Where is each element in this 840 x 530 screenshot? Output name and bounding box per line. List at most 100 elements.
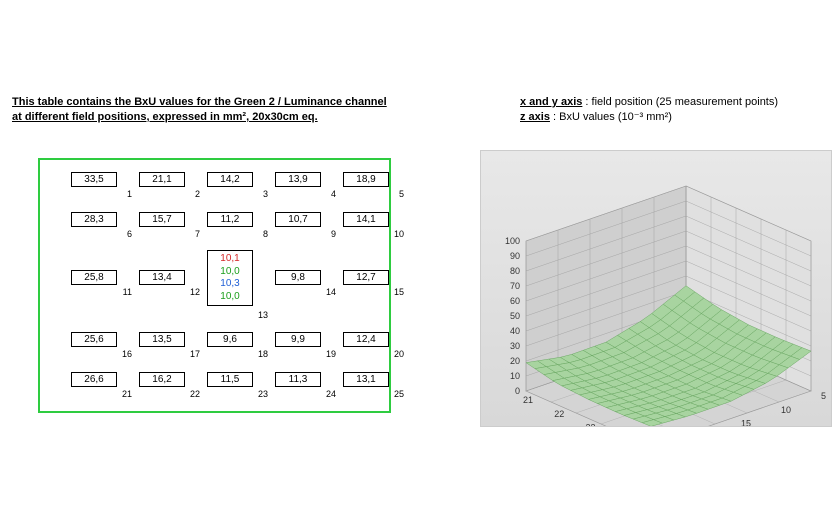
grid-cell-index: 24 bbox=[326, 389, 336, 399]
grid-center-cell: 10,110,010,310,013 bbox=[202, 250, 258, 306]
grid-cell-index: 2 bbox=[195, 189, 200, 199]
grid-cell-index: 19 bbox=[326, 349, 336, 359]
grid-cell-index: 3 bbox=[263, 189, 268, 199]
grid-cell: 12,715 bbox=[338, 270, 394, 285]
grid-cell-index: 13 bbox=[258, 310, 268, 320]
grid-cell-index: 23 bbox=[258, 389, 268, 399]
grid-cell: 33,51 bbox=[66, 172, 122, 187]
grid-cell-value: 9,8 bbox=[275, 270, 321, 285]
grid-cell-value: 13,9 bbox=[275, 172, 321, 187]
grid-cell-index: 16 bbox=[122, 349, 132, 359]
grid-cell-value: 33,5 bbox=[71, 172, 117, 187]
svg-text:20: 20 bbox=[510, 356, 520, 366]
grid-cell-value: 28,3 bbox=[71, 212, 117, 227]
grid-cell: 26,621 bbox=[66, 372, 122, 387]
bxu-values-grid: 33,5121,1214,2313,9418,9528,3615,7711,28… bbox=[38, 158, 391, 413]
grid-cell-value: 14,1 bbox=[343, 212, 389, 227]
grid-cell-index: 7 bbox=[195, 229, 200, 239]
svg-text:10: 10 bbox=[781, 405, 791, 415]
grid-cell: 28,36 bbox=[66, 212, 122, 227]
svg-text:10: 10 bbox=[510, 371, 520, 381]
grid-cell-value: 25,8 bbox=[71, 270, 117, 285]
grid-cell-index: 25 bbox=[394, 389, 404, 399]
grid-cell-index: 22 bbox=[190, 389, 200, 399]
svg-text:100: 100 bbox=[505, 236, 520, 246]
grid-cell: 9,919 bbox=[270, 332, 326, 347]
grid-cell-value: 26,6 bbox=[71, 372, 117, 387]
axis-description: x and y axis : field position (25 measur… bbox=[520, 95, 820, 126]
svg-text:80: 80 bbox=[510, 266, 520, 276]
grid-cell-value: 13,4 bbox=[139, 270, 185, 285]
grid-cell-index: 14 bbox=[326, 287, 336, 297]
grid-cell-value: 18,9 bbox=[343, 172, 389, 187]
grid-cell-index: 15 bbox=[394, 287, 404, 297]
grid-cell-index: 4 bbox=[331, 189, 336, 199]
svg-text:22: 22 bbox=[554, 409, 564, 419]
axis-xy-text: : field position (25 measurement points) bbox=[582, 96, 778, 108]
grid-center-values: 10,110,010,310,0 bbox=[207, 250, 253, 306]
grid-cell-index: 20 bbox=[394, 349, 404, 359]
grid-cell-value: 11,3 bbox=[275, 372, 321, 387]
grid-cell: 11,523 bbox=[202, 372, 258, 387]
grid-cell: 21,12 bbox=[134, 172, 190, 187]
svg-text:70: 70 bbox=[510, 281, 520, 291]
grid-cell: 18,95 bbox=[338, 172, 394, 187]
grid-cell-index: 18 bbox=[258, 349, 268, 359]
grid-cell: 25,616 bbox=[66, 332, 122, 347]
grid-cell-value: 10,7 bbox=[275, 212, 321, 227]
grid-cell-value: 12,7 bbox=[343, 270, 389, 285]
grid-cell: 16,222 bbox=[134, 372, 190, 387]
grid-cell: 11,324 bbox=[270, 372, 326, 387]
grid-cell-value: 21,1 bbox=[139, 172, 185, 187]
grid-cell-value: 9,6 bbox=[207, 332, 253, 347]
table-description-title: This table contains the BxU values for t… bbox=[12, 95, 392, 125]
grid-cell-value: 13,5 bbox=[139, 332, 185, 347]
grid-cell-index: 5 bbox=[399, 189, 404, 199]
grid-cell: 9,618 bbox=[202, 332, 258, 347]
grid-cell-value: 16,2 bbox=[139, 372, 185, 387]
grid-cell-value: 9,9 bbox=[275, 332, 321, 347]
grid-cell-index: 11 bbox=[123, 287, 132, 297]
grid-cell-value: 13,1 bbox=[343, 372, 389, 387]
svg-text:0: 0 bbox=[515, 386, 520, 396]
grid-cell-index: 10 bbox=[394, 229, 404, 239]
grid-cell-index: 6 bbox=[127, 229, 132, 239]
grid-cell: 15,77 bbox=[134, 212, 190, 227]
svg-text:90: 90 bbox=[510, 251, 520, 261]
grid-cell: 9,814 bbox=[270, 270, 326, 285]
svg-text:50: 50 bbox=[510, 311, 520, 321]
svg-text:40: 40 bbox=[510, 326, 520, 336]
grid-cell-value: 15,7 bbox=[139, 212, 185, 227]
grid-cell-value: 11,5 bbox=[207, 372, 253, 387]
svg-text:60: 60 bbox=[510, 296, 520, 306]
grid-cell: 25,811 bbox=[66, 270, 122, 285]
svg-text:21: 21 bbox=[523, 395, 533, 405]
axis-xy-label: x and y axis bbox=[520, 96, 582, 108]
grid-cell-value: 11,2 bbox=[207, 212, 253, 227]
svg-text:30: 30 bbox=[510, 341, 520, 351]
grid-cell-index: 17 bbox=[190, 349, 200, 359]
grid-cell: 11,28 bbox=[202, 212, 258, 227]
grid-cell-index: 9 bbox=[331, 229, 336, 239]
grid-cell: 13,412 bbox=[134, 270, 190, 285]
grid-cell: 13,94 bbox=[270, 172, 326, 187]
svg-text:23: 23 bbox=[585, 423, 595, 427]
grid-cell-index: 21 bbox=[122, 389, 132, 399]
grid-cell: 14,23 bbox=[202, 172, 258, 187]
bxu-3d-surface-chart: 0102030405060708090100212223242551015202… bbox=[480, 150, 832, 427]
grid-cell-value: 12,4 bbox=[343, 332, 389, 347]
grid-cell: 13,125 bbox=[338, 372, 394, 387]
grid-cell-value: 14,2 bbox=[207, 172, 253, 187]
grid-cell: 12,420 bbox=[338, 332, 394, 347]
grid-cell: 14,110 bbox=[338, 212, 394, 227]
grid-cell-index: 1 bbox=[127, 189, 132, 199]
axis-z-label: z axis bbox=[520, 111, 550, 123]
grid-cell: 13,517 bbox=[134, 332, 190, 347]
grid-cell-index: 8 bbox=[263, 229, 268, 239]
svg-text:15: 15 bbox=[741, 419, 751, 427]
grid-cell-index: 12 bbox=[190, 287, 200, 297]
grid-cell: 10,79 bbox=[270, 212, 326, 227]
svg-text:5: 5 bbox=[821, 391, 826, 401]
axis-z-text: : BxU values (10⁻³ mm²) bbox=[550, 111, 672, 123]
grid-cell-value: 25,6 bbox=[71, 332, 117, 347]
